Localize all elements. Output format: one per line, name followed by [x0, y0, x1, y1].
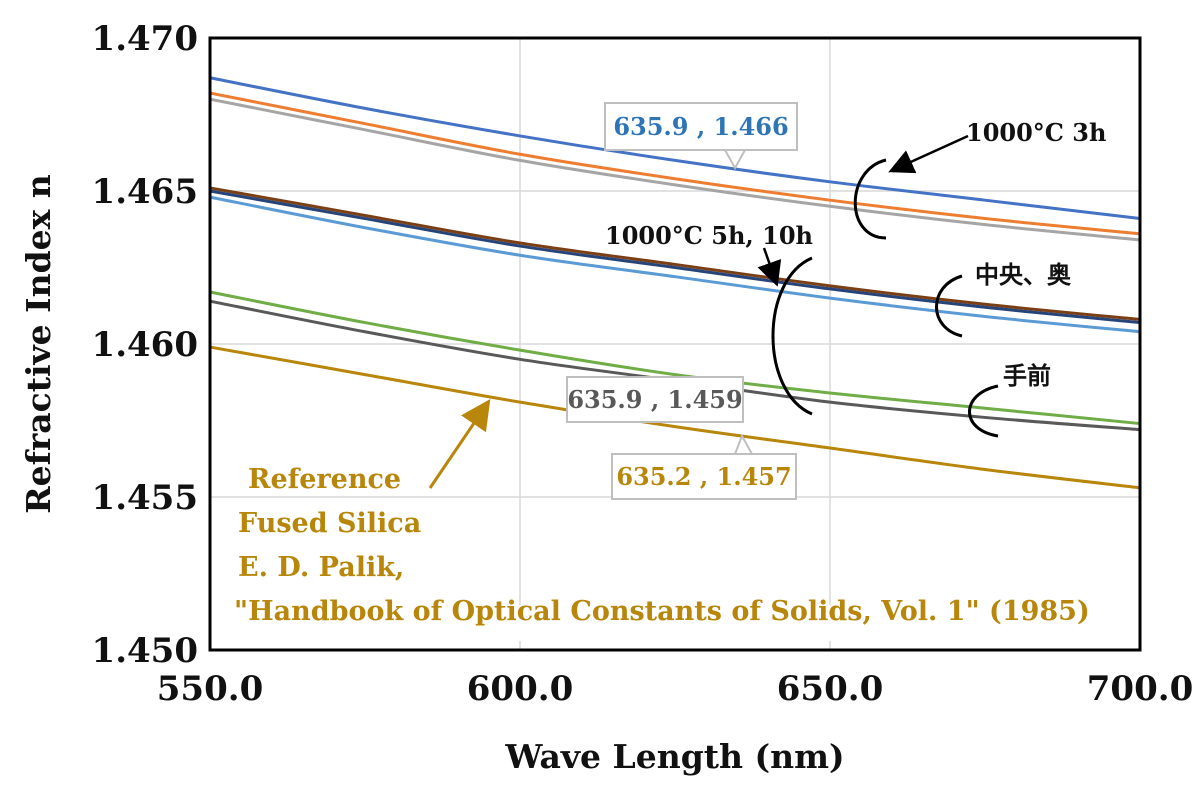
reference-line-2: Fused Silica: [238, 508, 421, 539]
y-tick-label: 1.455: [92, 478, 198, 518]
callout-3-text: 635.2 , 1.457: [616, 462, 791, 491]
x-tick-label: 700.0: [1087, 669, 1193, 709]
y-tick-labels: 1.450 1.455 1.460 1.465 1.470: [92, 19, 198, 671]
y-axis-title: Refractive Index n: [19, 174, 58, 514]
x-axis-title: Wave Length (nm): [504, 737, 844, 776]
x-tick-label: 600.0: [467, 669, 573, 709]
plot-frame: [208, 36, 1142, 652]
bracket-center-back: [935, 274, 963, 338]
y-tick-label: 1.470: [92, 19, 198, 59]
bracket-front: [968, 384, 999, 438]
series-line-1: [209, 76, 1141, 221]
callout-3: 635.2 , 1.457: [611, 433, 797, 500]
series-line-3: [209, 97, 1141, 242]
series-line-7: [209, 290, 1141, 426]
x-tick-label: 650.0: [777, 669, 883, 709]
series-line-5: [209, 189, 1141, 325]
annotation-3h: 1000°C 3h: [966, 118, 1106, 147]
arrow-5h-10h: [757, 247, 782, 287]
series-line-2: [209, 91, 1141, 236]
reference-note: Reference Fused Silica E. D. Palik, "Han…: [226, 464, 1126, 641]
reference-line-3: E. D. Palik,: [238, 552, 404, 583]
y-tick-label: 1.460: [92, 325, 198, 365]
annotation-front: 手前: [1003, 361, 1051, 390]
callout-2-text: 635.9 , 1.459: [567, 385, 742, 414]
series-line-4: [209, 186, 1141, 322]
x-tick-label: 550.0: [157, 669, 263, 709]
bracket-3h: [853, 158, 887, 240]
y-tick-label: 1.465: [92, 172, 198, 212]
callout-1: 635.9 , 1.466: [604, 102, 798, 171]
annotation-center-back: 中央、奥: [975, 260, 1072, 289]
bracket-5h-10h: [771, 256, 813, 416]
arrow-reference: [428, 399, 491, 489]
x-tick-labels: 550.0 600.0 650.0 700.0: [157, 669, 1193, 709]
series-line-9: [209, 345, 1141, 490]
callout-1-text: 635.9 , 1.466: [613, 112, 788, 141]
arrow-3h: [888, 134, 969, 174]
y-tick-label: 1.450: [92, 631, 198, 671]
series-line-6: [209, 195, 1141, 334]
reference-line-4: "Handbook of Optical Constants of Solids…: [234, 596, 1090, 627]
annotation-5h-10h: 1000°C 5h, 10h: [605, 221, 813, 250]
callout-2: 635.9 , 1.459: [566, 376, 744, 423]
reference-line-1: Reference: [248, 464, 401, 495]
